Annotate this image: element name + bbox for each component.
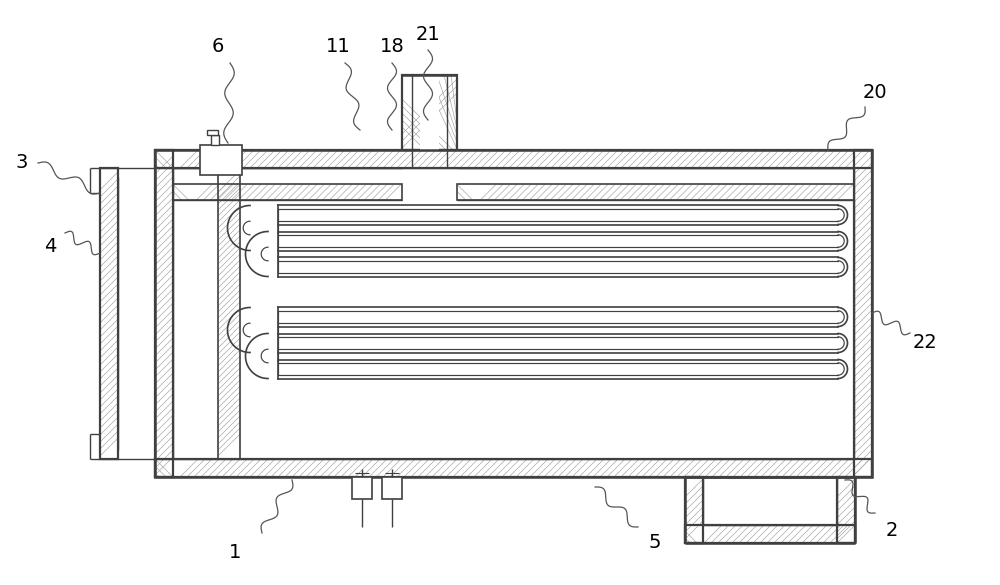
Bar [685,477,703,543]
Bar [100,168,118,459]
Bar [173,184,402,201]
Bar [352,477,372,499]
Bar [155,150,872,168]
Bar [155,150,872,477]
Bar [173,184,402,201]
Bar [457,184,854,201]
Bar [155,150,872,168]
Bar [155,150,173,477]
Text: 11: 11 [326,37,350,57]
Bar [420,75,439,150]
Bar [155,150,173,477]
Text: 5: 5 [649,534,661,552]
Text: 18: 18 [380,37,404,57]
Bar [210,135,219,145]
Bar [837,477,855,543]
Text: 1: 1 [229,543,241,563]
Bar [218,168,240,459]
Bar [854,150,872,477]
Bar [100,168,118,459]
Bar [685,525,855,543]
Bar [854,150,872,477]
Bar [155,459,872,477]
Bar [207,130,218,135]
Text: 6: 6 [212,37,224,57]
Text: 20: 20 [863,84,887,102]
Bar [402,75,457,150]
Bar [218,168,240,459]
Text: 3: 3 [16,153,28,173]
Text: 2: 2 [886,521,898,539]
Bar [173,168,854,459]
Text: 22: 22 [913,333,937,353]
Text: 21: 21 [416,26,440,44]
Bar [200,145,242,175]
Bar [685,525,855,543]
Bar [837,477,855,543]
Bar [382,477,402,499]
Bar [685,477,703,543]
Bar [402,75,457,150]
Bar [457,184,854,201]
Text: 4: 4 [44,238,56,256]
Bar [155,459,872,477]
